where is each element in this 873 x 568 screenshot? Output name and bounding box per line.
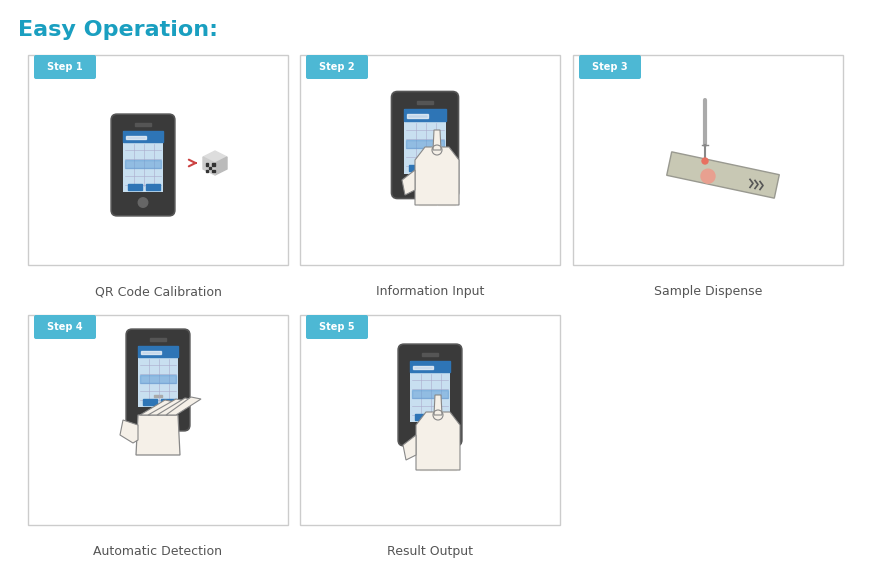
Polygon shape bbox=[402, 170, 415, 195]
Bar bbox=[415, 414, 429, 420]
Bar bbox=[409, 165, 423, 171]
FancyBboxPatch shape bbox=[391, 91, 458, 198]
Polygon shape bbox=[120, 420, 138, 443]
Bar bbox=[439, 455, 447, 470]
FancyBboxPatch shape bbox=[398, 344, 462, 446]
Bar bbox=[154, 415, 162, 417]
Polygon shape bbox=[415, 147, 459, 205]
Bar bbox=[428, 190, 436, 205]
Text: Automatic Detection: Automatic Detection bbox=[93, 545, 223, 558]
Text: Step 1: Step 1 bbox=[47, 62, 83, 72]
Polygon shape bbox=[203, 157, 215, 175]
Bar bbox=[406, 140, 444, 148]
Circle shape bbox=[702, 158, 708, 164]
Bar bbox=[138, 346, 178, 357]
Polygon shape bbox=[434, 395, 442, 415]
Bar bbox=[140, 375, 176, 382]
FancyBboxPatch shape bbox=[111, 114, 175, 216]
FancyBboxPatch shape bbox=[138, 346, 178, 407]
Polygon shape bbox=[215, 157, 227, 175]
Bar bbox=[409, 361, 450, 371]
FancyBboxPatch shape bbox=[34, 55, 96, 79]
Bar bbox=[125, 160, 162, 168]
Bar bbox=[212, 164, 215, 166]
Bar bbox=[212, 170, 215, 172]
Polygon shape bbox=[667, 152, 780, 198]
Circle shape bbox=[433, 410, 443, 420]
Bar bbox=[403, 109, 446, 120]
Circle shape bbox=[425, 428, 435, 437]
FancyBboxPatch shape bbox=[409, 361, 450, 422]
Bar bbox=[126, 136, 146, 139]
Circle shape bbox=[420, 179, 430, 190]
Polygon shape bbox=[148, 399, 186, 415]
Circle shape bbox=[138, 198, 148, 207]
Bar bbox=[448, 455, 456, 470]
Bar bbox=[142, 399, 157, 404]
FancyBboxPatch shape bbox=[306, 55, 368, 79]
FancyBboxPatch shape bbox=[34, 315, 96, 339]
Bar bbox=[146, 184, 160, 190]
Polygon shape bbox=[403, 435, 416, 460]
Polygon shape bbox=[166, 397, 201, 415]
Polygon shape bbox=[136, 415, 180, 455]
Bar bbox=[209, 166, 211, 169]
Bar bbox=[412, 390, 449, 398]
Circle shape bbox=[701, 169, 715, 183]
Text: Step 4: Step 4 bbox=[47, 322, 83, 332]
Polygon shape bbox=[203, 151, 227, 163]
FancyBboxPatch shape bbox=[573, 55, 843, 265]
FancyBboxPatch shape bbox=[28, 315, 288, 525]
Text: Easy Operation:: Easy Operation: bbox=[18, 20, 218, 40]
Circle shape bbox=[154, 413, 162, 422]
FancyBboxPatch shape bbox=[300, 55, 560, 265]
Polygon shape bbox=[416, 412, 460, 470]
Bar bbox=[206, 170, 209, 172]
Bar bbox=[141, 350, 161, 354]
Bar bbox=[152, 380, 164, 425]
FancyBboxPatch shape bbox=[28, 55, 288, 265]
Bar bbox=[433, 414, 447, 420]
Polygon shape bbox=[140, 400, 175, 415]
Bar bbox=[419, 190, 427, 205]
Bar bbox=[154, 405, 162, 407]
Bar bbox=[413, 366, 433, 369]
FancyBboxPatch shape bbox=[127, 329, 189, 431]
Bar bbox=[423, 353, 437, 356]
Bar bbox=[428, 165, 443, 171]
Circle shape bbox=[432, 145, 442, 155]
Text: Step 5: Step 5 bbox=[320, 322, 354, 332]
Bar bbox=[122, 131, 163, 142]
Bar bbox=[150, 338, 166, 341]
FancyBboxPatch shape bbox=[579, 55, 641, 79]
FancyBboxPatch shape bbox=[122, 131, 163, 192]
Text: Information Input: Information Input bbox=[375, 285, 485, 298]
Text: Step 2: Step 2 bbox=[320, 62, 354, 72]
Bar bbox=[417, 101, 433, 103]
Bar bbox=[438, 190, 446, 205]
Bar bbox=[154, 395, 162, 397]
Bar bbox=[161, 399, 175, 404]
Bar bbox=[447, 190, 455, 205]
Bar bbox=[429, 455, 437, 470]
Polygon shape bbox=[157, 398, 195, 415]
Text: Sample Dispense: Sample Dispense bbox=[654, 285, 762, 298]
Bar bbox=[407, 114, 428, 118]
Polygon shape bbox=[433, 130, 441, 150]
Bar bbox=[127, 184, 141, 190]
Text: Result Output: Result Output bbox=[387, 545, 473, 558]
Text: Step 3: Step 3 bbox=[592, 62, 628, 72]
FancyBboxPatch shape bbox=[306, 315, 368, 339]
Text: QR Code Calibration: QR Code Calibration bbox=[94, 285, 222, 298]
Bar bbox=[420, 455, 428, 470]
FancyBboxPatch shape bbox=[300, 315, 560, 525]
Bar bbox=[135, 123, 151, 126]
Bar bbox=[206, 164, 209, 166]
FancyBboxPatch shape bbox=[403, 109, 446, 173]
